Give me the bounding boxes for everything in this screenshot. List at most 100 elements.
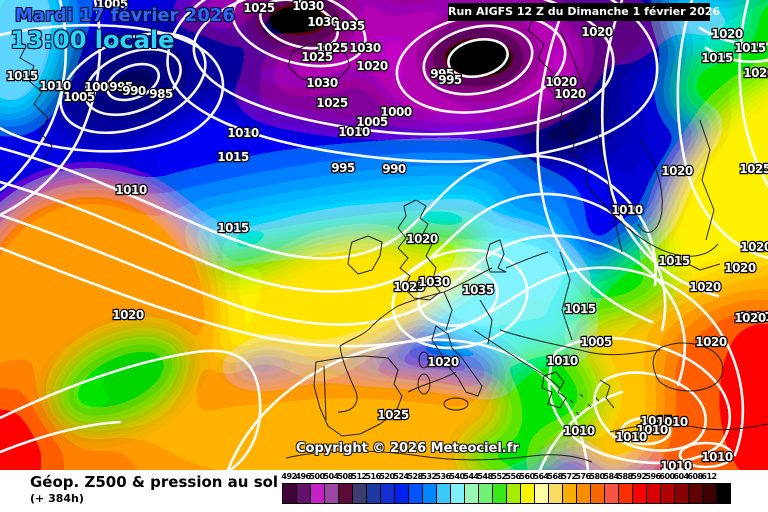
pressure-label: 1020 (661, 164, 693, 178)
pressure-label: 1015 (640, 414, 672, 428)
pressure-label: 1000 (84, 80, 116, 94)
colorbar-swatch (296, 483, 311, 504)
pressure-label: 1005 (63, 90, 95, 104)
colorbar-value: 584 (603, 472, 619, 481)
pressure-label: 995 (109, 80, 133, 94)
colorbar-swatch (478, 483, 493, 504)
coastlines (13, 1, 768, 463)
pressure-label: 1030 (292, 0, 324, 13)
colorbar-swatch (562, 483, 577, 504)
forecast-date-label: Mardi 17 février 2026 (15, 5, 235, 26)
pressure-label: 1010 (615, 430, 647, 444)
pressure-label: 1005 (96, 0, 128, 11)
colorbar-swatch (618, 483, 633, 504)
pressure-label: 1015 (564, 302, 596, 316)
pressure-label: 1035 (333, 19, 365, 33)
weather-map: 1005 1015 1010 1005 1000 995 990 985 1010 1015 101… (0, 0, 768, 470)
colorbar-value: 600 (659, 472, 675, 481)
pressure-label: 1010 (656, 415, 688, 429)
colorbar-swatch (352, 483, 367, 504)
colorbar-value: 540 (449, 472, 465, 481)
colorbar-swatch (436, 483, 451, 504)
copyright-label: Copyright © 2026 Meteociel.fr (296, 441, 519, 456)
colorbar-swatch (366, 483, 381, 504)
pressure-label: 1020 (112, 308, 144, 322)
colorbar-value: 580 (589, 472, 605, 481)
pressure-label: 1010 (39, 79, 71, 93)
pressure-label: 1020 (734, 311, 766, 325)
colorbar-swatch (534, 483, 549, 504)
colorbar-value: 524 (393, 472, 409, 481)
colorbar-value: 588 (617, 472, 633, 481)
pressure-label: 990 (122, 84, 146, 98)
colorbar-swatch (548, 483, 563, 504)
pressure-label: 1020 (695, 335, 727, 349)
colorbar-value: 492 (281, 472, 297, 481)
pressure-label: 1030 (349, 41, 381, 55)
pressure-label: 1005 (580, 335, 612, 349)
pressure-label: 1030 (307, 15, 339, 29)
pressure-label: 1010 (227, 126, 259, 140)
colorbar-value: 604 (673, 472, 689, 481)
pressure-label: 1020 (356, 59, 388, 73)
pressure-label: 1010 (660, 459, 692, 470)
pressure-label: 1035 (462, 283, 494, 297)
colorbar-swatch (660, 483, 675, 504)
pressure-label: 995 (430, 67, 454, 81)
pressure-label: 985 (149, 87, 173, 101)
pressure-label: 990 (382, 162, 406, 176)
pressure-label: 1020 (427, 355, 459, 369)
colorbar-value: 608 (687, 472, 703, 481)
pressure-label: 1010 (546, 354, 578, 368)
pressure-label: 1025 (301, 50, 333, 64)
colorbar-value: 612 (701, 472, 717, 481)
pressure-label: 1010 (701, 450, 733, 464)
colorbar-value: 556 (505, 472, 521, 481)
pressure-label: 1010 (611, 203, 643, 217)
colorbar-value: 532 (421, 472, 437, 481)
colorbar-swatch (338, 483, 353, 504)
colorbar-swatch (674, 483, 689, 504)
pressure-label: 1020 (581, 25, 613, 39)
colorbar-value: 572 (561, 472, 577, 481)
pressure-label: 1010 (563, 424, 595, 438)
pressure-label: 1015 (217, 150, 249, 164)
pressure-label: 1005 (356, 115, 388, 129)
pressure-label: 995 (438, 73, 462, 87)
pressure-label: 1030 (306, 76, 338, 90)
colorbar-swatch (646, 483, 661, 504)
pressure-label: 1015 (734, 41, 766, 55)
colorbar-value: 568 (547, 472, 563, 481)
pressure-label: 1010 (338, 125, 370, 139)
colorbar-swatch (688, 483, 703, 504)
pressure-label: 1020 (739, 310, 768, 324)
pressure-label: 1025 (739, 162, 768, 176)
colorbar-value: 576 (575, 472, 591, 481)
forecast-time-label: 13:00 locale (10, 26, 175, 54)
colorbar-swatch (282, 483, 297, 504)
legend-footer: Géop. Z500 & pression au sol (+ 384h) 49… (0, 470, 768, 512)
colorbar-value: 548 (477, 472, 493, 481)
pressure-label: 1010 (636, 423, 668, 437)
pressure-label: 1015 (217, 221, 249, 235)
colorbar-swatch (506, 483, 521, 504)
pressure-label: 1025 (243, 1, 275, 15)
pressure-label: 1015 (658, 254, 690, 268)
colorbar-swatch (324, 483, 339, 504)
colorbar-swatch (450, 483, 465, 504)
colorbar-swatch (702, 483, 717, 504)
pressure-label: 1015 (6, 69, 38, 83)
colorbar-swatch (576, 483, 591, 504)
pressure-label: 1015 (701, 51, 733, 65)
colorbar-swatch (408, 483, 423, 504)
forecast-lead-time: (+ 384h) (30, 492, 84, 505)
colorbar-value: 536 (435, 472, 451, 481)
colorbar-value: 560 (519, 472, 535, 481)
colorbar-value: 516 (365, 472, 381, 481)
colorbar-swatch (380, 483, 395, 504)
pressure-label: 1025 (393, 280, 425, 294)
colorbar-value: 552 (491, 472, 507, 481)
